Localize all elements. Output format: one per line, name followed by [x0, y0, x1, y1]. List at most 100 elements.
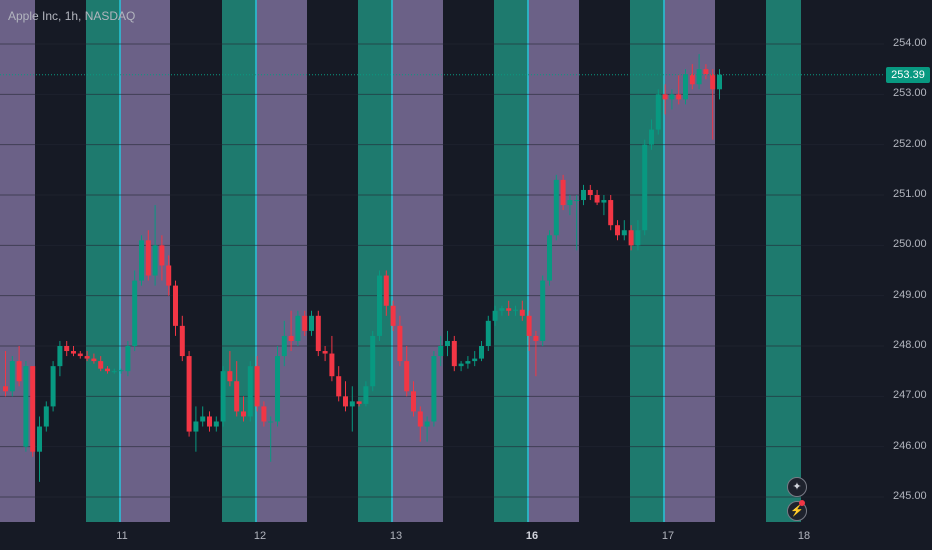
- candle-body: [587, 189, 593, 195]
- candle-body: [390, 305, 396, 326]
- candle: [621, 220, 627, 241]
- candle: [431, 351, 437, 427]
- candle-body: [207, 416, 212, 427]
- candle-body: [411, 391, 416, 412]
- candles: [3, 54, 722, 482]
- candle-body: [173, 285, 178, 326]
- candle: [111, 368, 117, 374]
- price-tick-label: 253.00: [893, 87, 927, 100]
- time-tick-label: 13: [389, 530, 403, 542]
- candle: [315, 310, 321, 357]
- candle-body: [329, 353, 335, 377]
- symbol-title[interactable]: Apple Inc, 1h, NASDAQ: [8, 9, 136, 23]
- candle: [71, 346, 76, 357]
- session-band: [358, 0, 392, 522]
- price-tick-label: 251.00: [893, 188, 927, 200]
- candle: [118, 368, 124, 374]
- candle-body: [717, 74, 722, 90]
- candle: [37, 416, 42, 482]
- candle: [587, 184, 593, 201]
- time-tick-label: 11: [116, 530, 128, 542]
- time-tick-label: 18: [797, 530, 811, 542]
- candle-body: [227, 371, 233, 382]
- candle: [608, 195, 614, 231]
- candle: [547, 230, 552, 286]
- candle-body: [669, 94, 675, 100]
- candle: [43, 401, 49, 432]
- candle-body: [703, 69, 709, 75]
- candle: [594, 189, 600, 206]
- candle-body: [37, 426, 42, 452]
- candle: [526, 310, 532, 352]
- candle: [77, 351, 83, 359]
- candle-body: [424, 421, 430, 427]
- candle: [227, 351, 233, 387]
- candle: [159, 235, 165, 281]
- candle-body: [139, 240, 144, 281]
- candle: [329, 335, 335, 382]
- candle: [207, 411, 212, 432]
- candle: [492, 305, 498, 326]
- candle: [349, 386, 355, 432]
- candle-body: [309, 315, 314, 331]
- candle-body: [601, 200, 607, 203]
- candle: [662, 84, 668, 115]
- candle-body: [526, 315, 532, 336]
- candle: [574, 195, 580, 251]
- candle: [179, 315, 185, 362]
- candle-body: [57, 346, 63, 367]
- candle-body: [710, 74, 716, 90]
- candle: [485, 315, 491, 352]
- session-bands: [0, 0, 801, 522]
- candle-body: [356, 401, 362, 404]
- candle: [710, 69, 716, 140]
- candle-body: [513, 309, 518, 311]
- candle-body: [438, 346, 444, 357]
- price-tick-label: 247.00: [893, 389, 927, 402]
- candle: [390, 300, 396, 331]
- candle: [268, 416, 274, 462]
- candle: [649, 119, 654, 150]
- session-band: [222, 0, 256, 522]
- candle: [567, 195, 573, 216]
- session-band: [0, 0, 35, 522]
- candle-body: [247, 366, 253, 417]
- candle: [397, 315, 403, 367]
- candle: [513, 305, 518, 316]
- candle-body: [281, 335, 287, 357]
- candle: [676, 74, 682, 105]
- candle: [336, 366, 342, 402]
- candle: [139, 235, 144, 286]
- session-band: [664, 0, 715, 522]
- candle: [302, 310, 308, 336]
- candle-body: [594, 195, 600, 203]
- candle-body: [336, 376, 342, 397]
- session-band: [630, 0, 664, 522]
- price-tick-label: 246.00: [893, 439, 927, 452]
- candle-body: [676, 94, 682, 100]
- candle: [540, 275, 546, 346]
- candle: [370, 330, 376, 392]
- candle-body: [111, 371, 117, 373]
- candle-body: [628, 230, 634, 246]
- candle-body: [506, 308, 512, 311]
- candle: [404, 346, 410, 397]
- candle: [275, 346, 280, 427]
- candle: [411, 381, 416, 417]
- candle-body: [77, 353, 83, 357]
- candle-body: [492, 310, 498, 321]
- candle-body: [451, 340, 457, 367]
- session-band: [494, 0, 528, 522]
- candle: [9, 356, 15, 397]
- candle: [57, 340, 63, 377]
- candle: [98, 356, 104, 372]
- sparkle-icon[interactable]: ✦: [787, 477, 807, 497]
- candle-body: [349, 401, 355, 407]
- candle: [560, 174, 566, 211]
- lightning-icon[interactable]: ⚡: [787, 501, 807, 521]
- candle-body: [295, 315, 301, 341]
- candle-body: [91, 358, 97, 362]
- candle: [458, 361, 464, 372]
- candle: [288, 310, 294, 352]
